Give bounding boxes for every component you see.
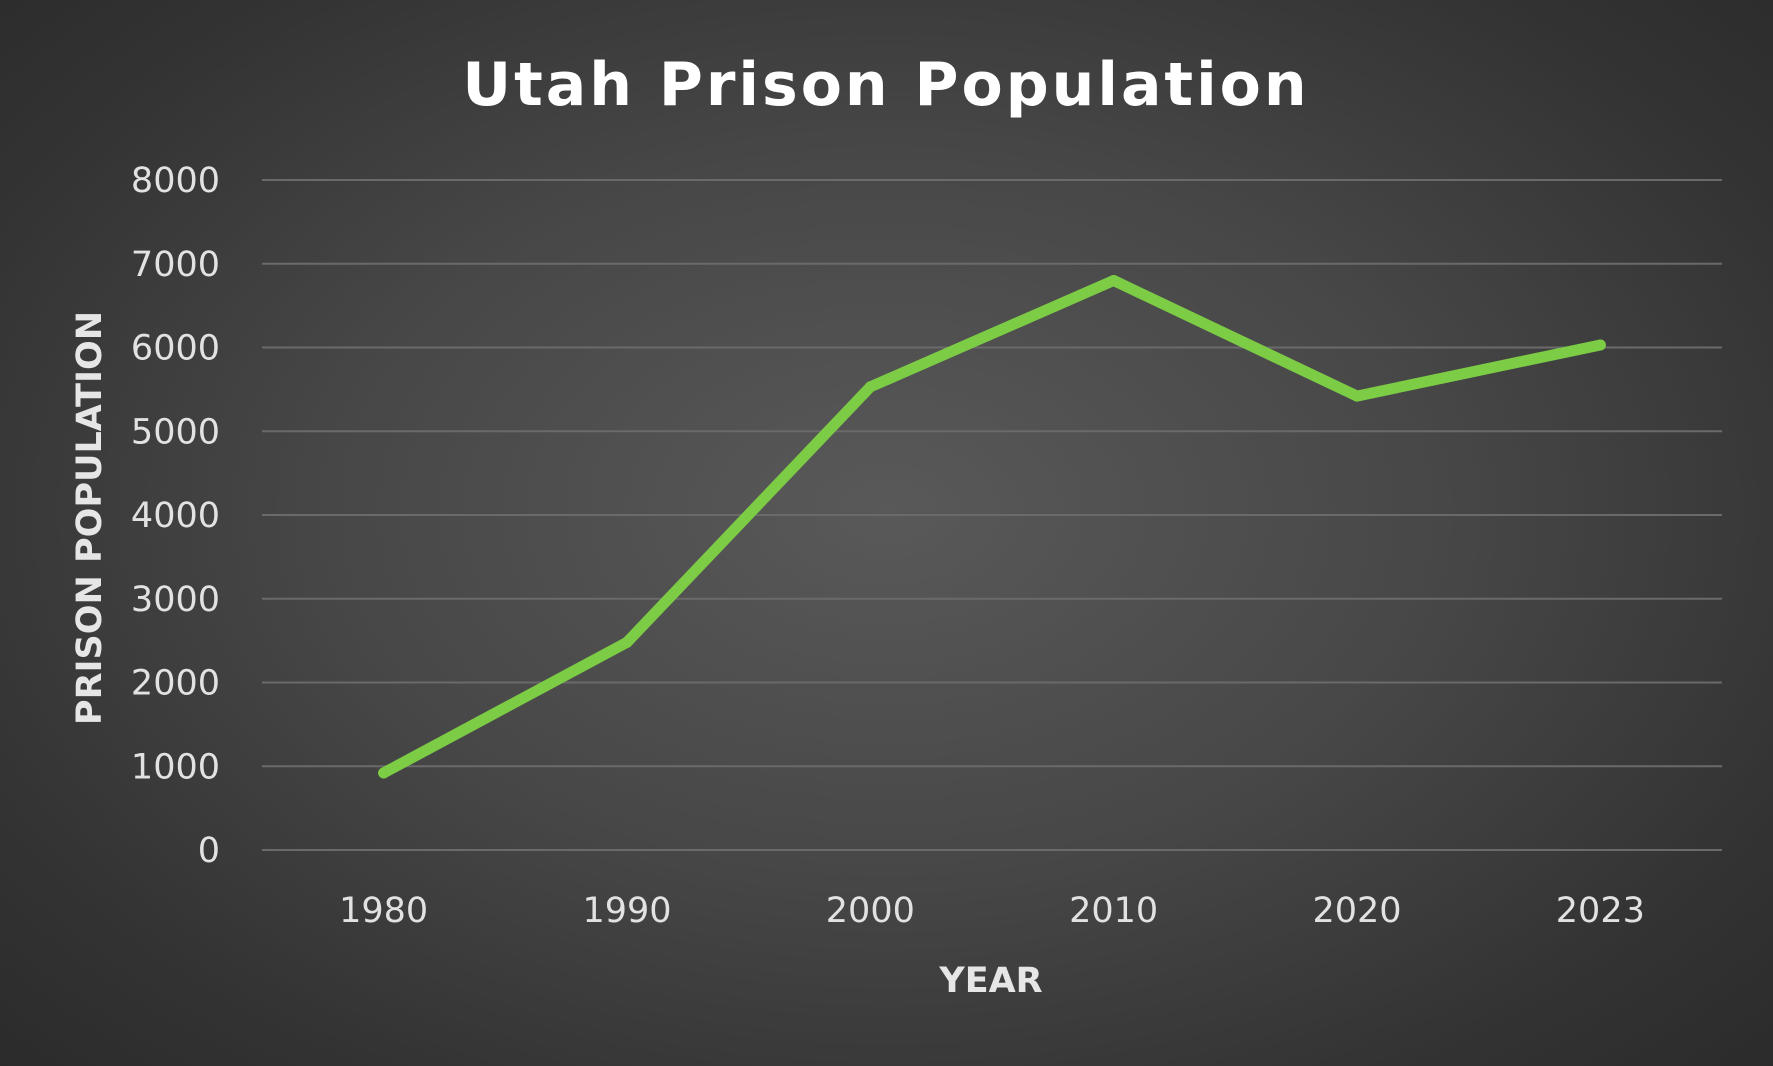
data-point-2020 xyxy=(1351,390,1363,402)
data-point-2023 xyxy=(1594,339,1606,351)
y-tick-label: 2000 xyxy=(131,664,220,704)
series-line xyxy=(378,275,1606,779)
y-tick-label: 6000 xyxy=(131,329,220,369)
series-layer xyxy=(378,275,1606,779)
x-tick-label: 2023 xyxy=(1556,891,1645,931)
x-tick-label: 1990 xyxy=(582,891,671,931)
x-tick-label: 2020 xyxy=(1312,891,1401,931)
y-tick-label: 5000 xyxy=(131,412,220,452)
chart-title: Utah Prison Population xyxy=(462,50,1309,120)
data-point-2000 xyxy=(864,381,876,393)
y-tick-label: 8000 xyxy=(131,161,220,201)
y-axis-label: PRISON POPULATION xyxy=(70,311,110,725)
x-tick-label: 2000 xyxy=(826,891,915,931)
y-tick-label: 0 xyxy=(198,831,220,871)
y-tick-label: 7000 xyxy=(131,245,220,285)
x-axis-ticks: 1980 1990 2000 2010 2020 2023 xyxy=(339,891,1645,931)
data-point-1990 xyxy=(621,636,633,648)
data-point-2010 xyxy=(1108,275,1120,286)
y-axis-ticks: 0 1000 2000 3000 4000 5000 6000 7000 8000 xyxy=(131,161,220,871)
gridlines xyxy=(262,179,1722,851)
x-tick-label: 1980 xyxy=(339,891,428,931)
y-tick-label: 1000 xyxy=(131,747,220,787)
y-tick-label: 3000 xyxy=(131,580,220,620)
x-tick-label: 2010 xyxy=(1069,891,1158,931)
data-point-1980 xyxy=(378,767,390,779)
x-axis-label: YEAR xyxy=(938,961,1042,1001)
y-tick-label: 4000 xyxy=(131,496,220,536)
